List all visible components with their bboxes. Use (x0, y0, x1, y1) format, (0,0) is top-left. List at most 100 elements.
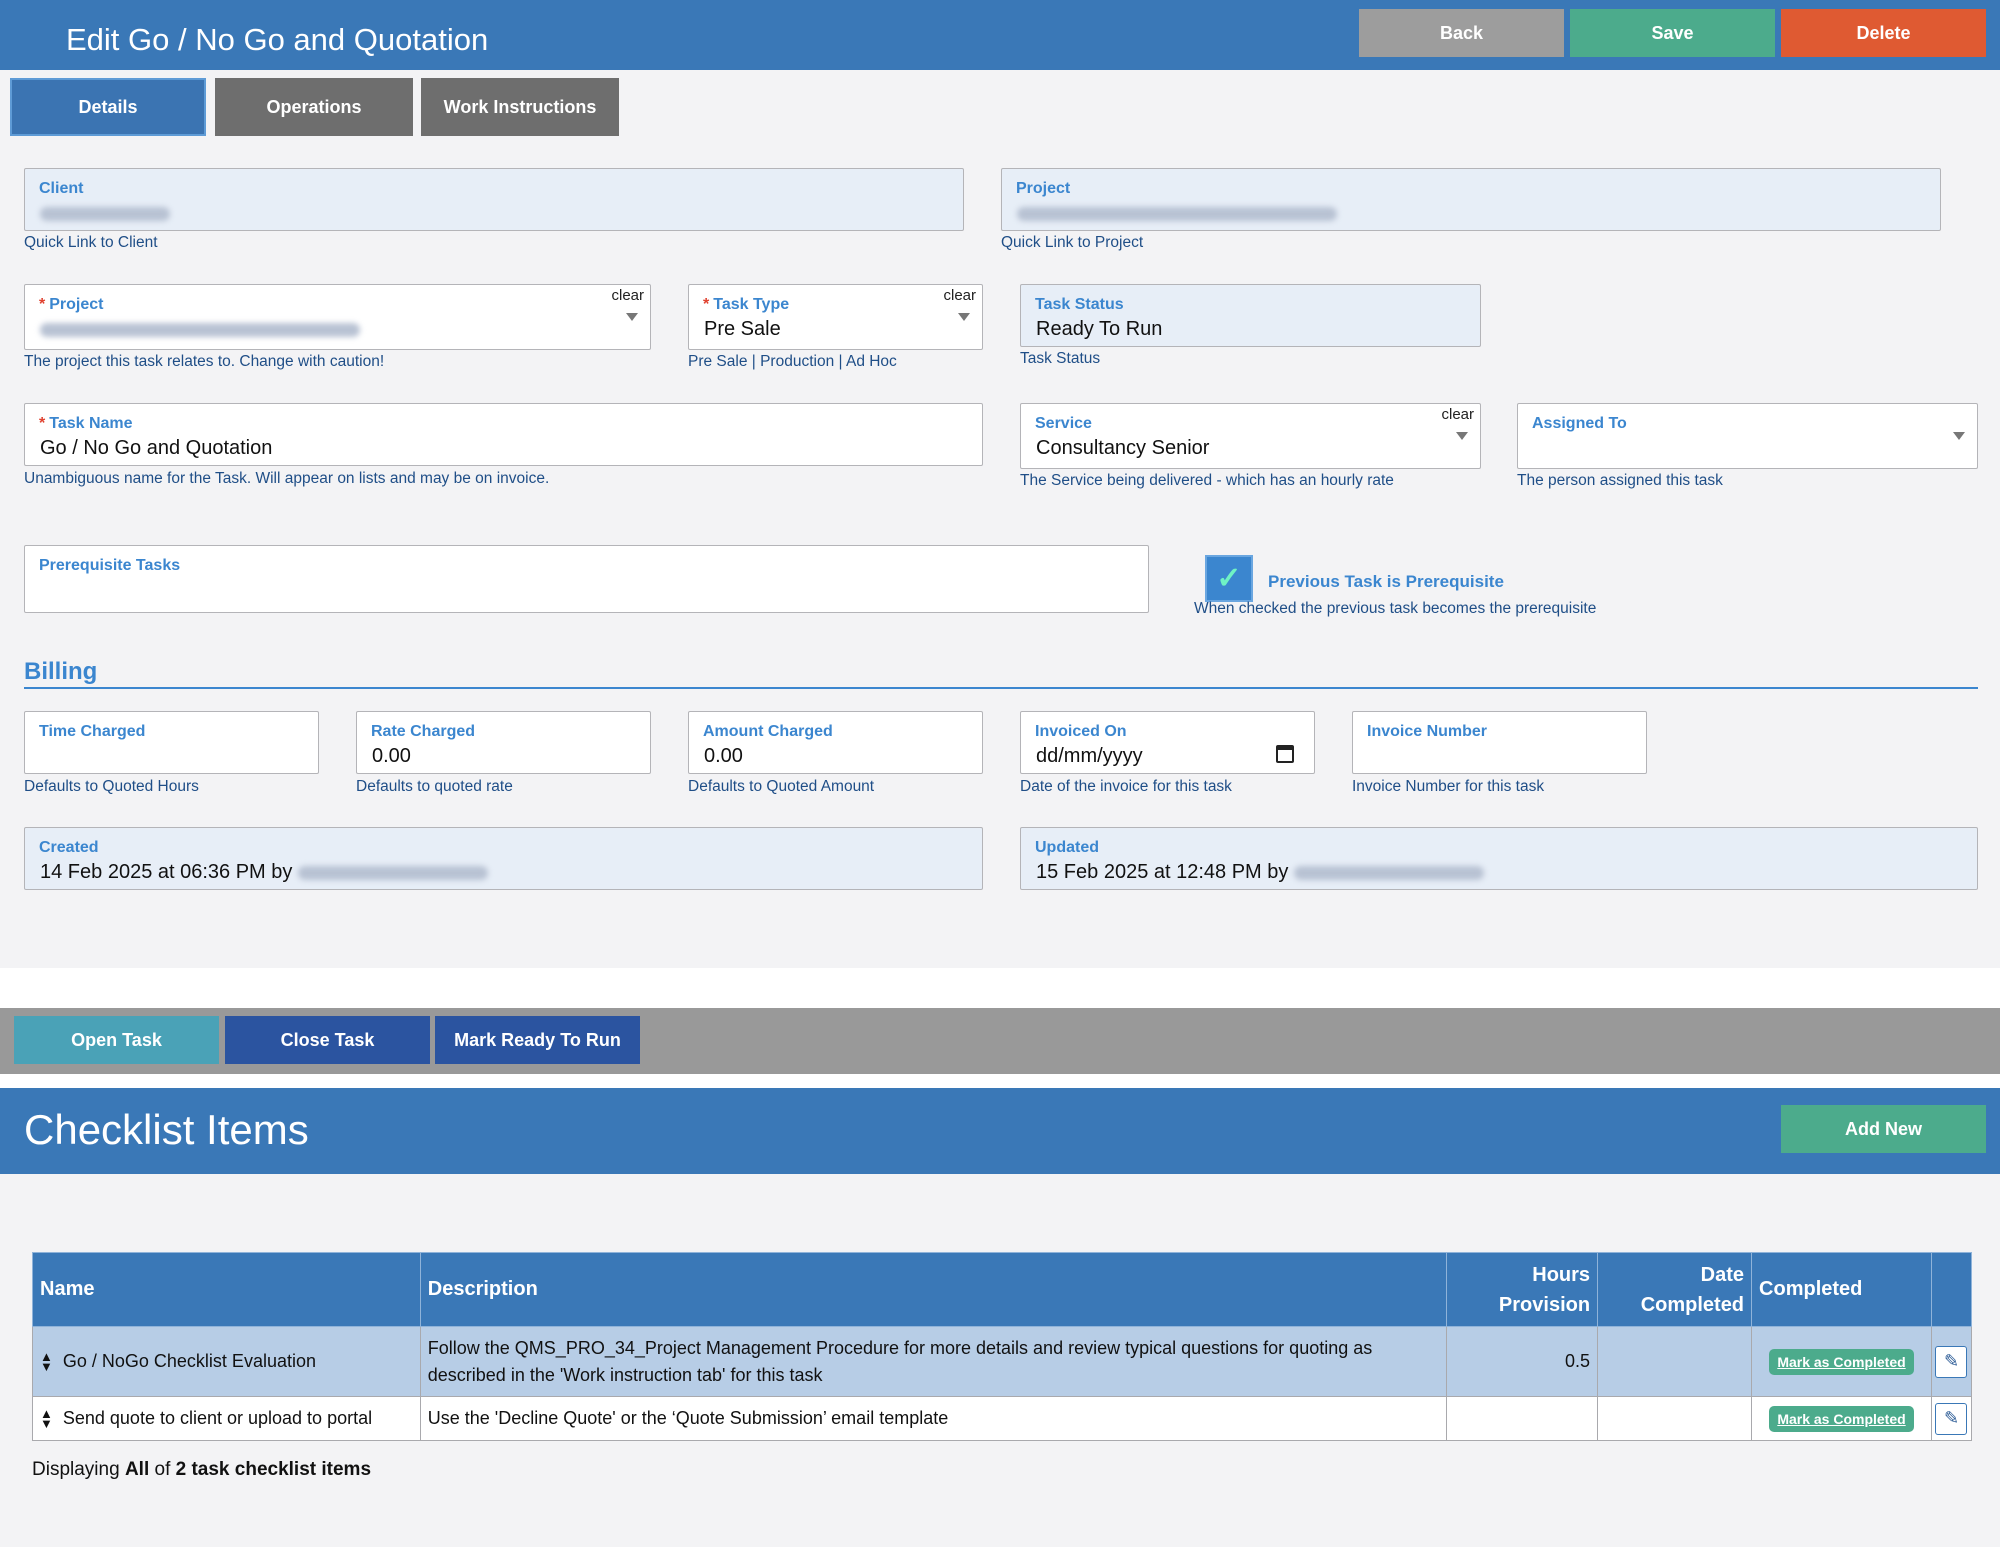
updated-value: 15 Feb 2025 at 12:48 PM by (1036, 861, 1484, 884)
updated-field: Updated 15 Feb 2025 at 12:48 PM by (1020, 827, 1978, 890)
mark-ready-to-run-button[interactable]: Mark Ready To Run (435, 1016, 640, 1064)
created-label: Created (39, 839, 99, 856)
tab-details[interactable]: Details (10, 78, 206, 136)
pencil-icon[interactable]: ✎ (1935, 1402, 1968, 1435)
sort-icon[interactable]: ▲ ▼ (40, 1406, 53, 1432)
page-title: Edit Go / No Go and Quotation (66, 22, 489, 57)
created-field: Created 14 Feb 2025 at 06:36 PM by (24, 827, 983, 890)
row-description-cell: Use the 'Decline Quote' or the ‘Quote Su… (419, 1396, 1448, 1441)
task-name-input[interactable]: * Task Name Go / No Go and Quotation (24, 403, 983, 466)
invoiced-on-help: Date of the invoice for this task (1020, 778, 1232, 795)
chevron-down-icon (1953, 432, 1965, 440)
row-date-completed-cell (1597, 1326, 1753, 1397)
created-value: 14 Feb 2025 at 06:36 PM by (40, 861, 488, 884)
time-charged-label: Time Charged (39, 723, 146, 740)
tab-work-instructions[interactable]: Work Instructions (421, 78, 619, 136)
task-name-help: Unambiguous name for the Task. Will appe… (24, 470, 550, 487)
assigned-to-label: Assigned To (1532, 415, 1627, 432)
task-type-label: * Task Type (703, 296, 790, 313)
task-type-select[interactable]: * Task Type clear Pre Sale (688, 284, 983, 350)
task-status-help: Task Status (1020, 350, 1101, 367)
table-row[interactable]: ▲ ▼ Go / NoGo Checklist Evaluation Follow … (32, 1326, 1973, 1397)
rate-charged-input[interactable]: Rate Charged 0.00 (356, 711, 651, 774)
invoiced-on-label: Invoiced On (1035, 723, 1127, 740)
project-clear-link[interactable]: clear (611, 287, 644, 304)
task-type-help: Pre Sale | Production | Ad Hoc (688, 353, 897, 370)
open-task-button[interactable]: Open Task (14, 1016, 219, 1064)
project-value (40, 318, 360, 341)
service-select[interactable]: Service clear Consultancy Senior (1020, 403, 1481, 469)
row-edit-cell: ✎ (1930, 1396, 1973, 1441)
add-new-button[interactable]: Add New (1781, 1105, 1986, 1153)
mark-as-completed-button[interactable]: Mark as Completed (1769, 1406, 1914, 1432)
column-header-name[interactable]: Name (32, 1252, 421, 1327)
previous-task-prerequisite-label: Previous Task is Prerequisite (1268, 572, 1504, 591)
checklist-table: Name Description Hours Provision Date Comp… (32, 1252, 1973, 1441)
invoice-number-label: Invoice Number (1367, 723, 1488, 740)
pencil-icon[interactable]: ✎ (1935, 1345, 1968, 1378)
back-button[interactable]: Back (1359, 9, 1564, 57)
row-hours-cell: 0.5 (1446, 1326, 1599, 1397)
amount-charged-help: Defaults to Quoted Amount (688, 778, 875, 795)
delete-button[interactable]: Delete (1781, 9, 1986, 57)
task-name-value: Go / No Go and Quotation (40, 437, 273, 459)
service-help: The Service being delivered - which has … (1020, 472, 1394, 489)
amount-charged-input[interactable]: Amount Charged 0.00 (688, 711, 983, 774)
column-header-completed[interactable]: Completed (1751, 1252, 1932, 1327)
calendar-icon[interactable] (1276, 745, 1294, 763)
amount-charged-label: Amount Charged (703, 723, 833, 740)
project-link-field: Project (1001, 168, 1941, 231)
service-clear-link[interactable]: clear (1441, 406, 1474, 423)
task-status-value: Ready To Run (1036, 318, 1163, 340)
checklist-header: Checklist Items Add New (0, 1088, 2000, 1174)
client-field: Client (24, 168, 964, 231)
table-row[interactable]: ▲ ▼ Send quote to client or upload to port… (32, 1396, 1973, 1441)
service-label: Service (1035, 415, 1092, 432)
invoiced-on-input[interactable]: Invoiced On dd/mm/yyyy (1020, 711, 1315, 774)
client-value (40, 202, 170, 225)
project-select[interactable]: * Project clear (24, 284, 651, 350)
project-label: * Project (39, 296, 104, 313)
assigned-to-select[interactable]: Assigned To (1517, 403, 1978, 469)
task-action-bar: Open Task Close Task Mark Ready To Run (0, 1008, 2000, 1074)
project-quick-link[interactable]: Quick Link to Project (1001, 234, 1144, 251)
row-hours-cell (1446, 1396, 1599, 1441)
prerequisite-label: Prerequisite Tasks (39, 557, 181, 574)
previous-task-prerequisite-checkbox[interactable]: ✓ (1205, 555, 1253, 602)
task-status-field: Task Status Ready To Run (1020, 284, 1481, 347)
checklist-title: Checklist Items (24, 1106, 309, 1153)
task-type-clear-link[interactable]: clear (943, 287, 976, 304)
task-status-label: Task Status (1035, 296, 1124, 313)
table-header-row: Name Description Hours Provision Date Comp… (32, 1252, 1973, 1327)
check-icon: ✓ (1216, 562, 1242, 595)
column-header-date-completed[interactable]: Date Completed (1597, 1252, 1753, 1327)
project-link-value (1017, 202, 1337, 225)
time-charged-input[interactable]: Time Charged (24, 711, 319, 774)
client-quick-link[interactable]: Quick Link to Client (24, 234, 158, 251)
service-value: Consultancy Senior (1036, 437, 1210, 459)
column-header-description[interactable]: Description (419, 1252, 1448, 1327)
amount-charged-value: 0.00 (704, 745, 743, 767)
chevron-down-icon (958, 313, 970, 321)
project-help: The project this task relates to. Change… (24, 353, 385, 370)
row-description-cell: Follow the QMS_PRO_34_Project Management… (419, 1326, 1448, 1397)
row-completed-cell: Mark as Completed (1751, 1396, 1932, 1441)
sort-icon[interactable]: ▲ ▼ (40, 1349, 53, 1375)
column-header-hours-provision[interactable]: Hours Provision (1446, 1252, 1599, 1327)
chevron-down-icon (1456, 432, 1468, 440)
row-name-cell: ▲ ▼ Go / NoGo Checklist Evaluation (32, 1326, 421, 1397)
time-charged-help: Defaults to Quoted Hours (24, 778, 199, 795)
column-header-edit (1930, 1252, 1973, 1327)
task-type-value: Pre Sale (704, 318, 781, 340)
billing-divider (24, 687, 1978, 689)
rate-charged-help: Defaults to quoted rate (356, 778, 513, 795)
save-button[interactable]: Save (1570, 9, 1775, 57)
project-link-label: Project (1016, 180, 1071, 197)
mark-as-completed-button[interactable]: Mark as Completed (1769, 1349, 1914, 1375)
invoice-number-input[interactable]: Invoice Number (1352, 711, 1647, 774)
prerequisite-tasks-input[interactable]: Prerequisite Tasks (24, 545, 1149, 613)
tab-operations[interactable]: Operations (215, 78, 413, 136)
checklist-count: Displaying All of 2 task checklist items (32, 1459, 372, 1480)
close-task-button[interactable]: Close Task (225, 1016, 430, 1064)
invoiced-on-value: dd/mm/yyyy (1036, 745, 1143, 767)
